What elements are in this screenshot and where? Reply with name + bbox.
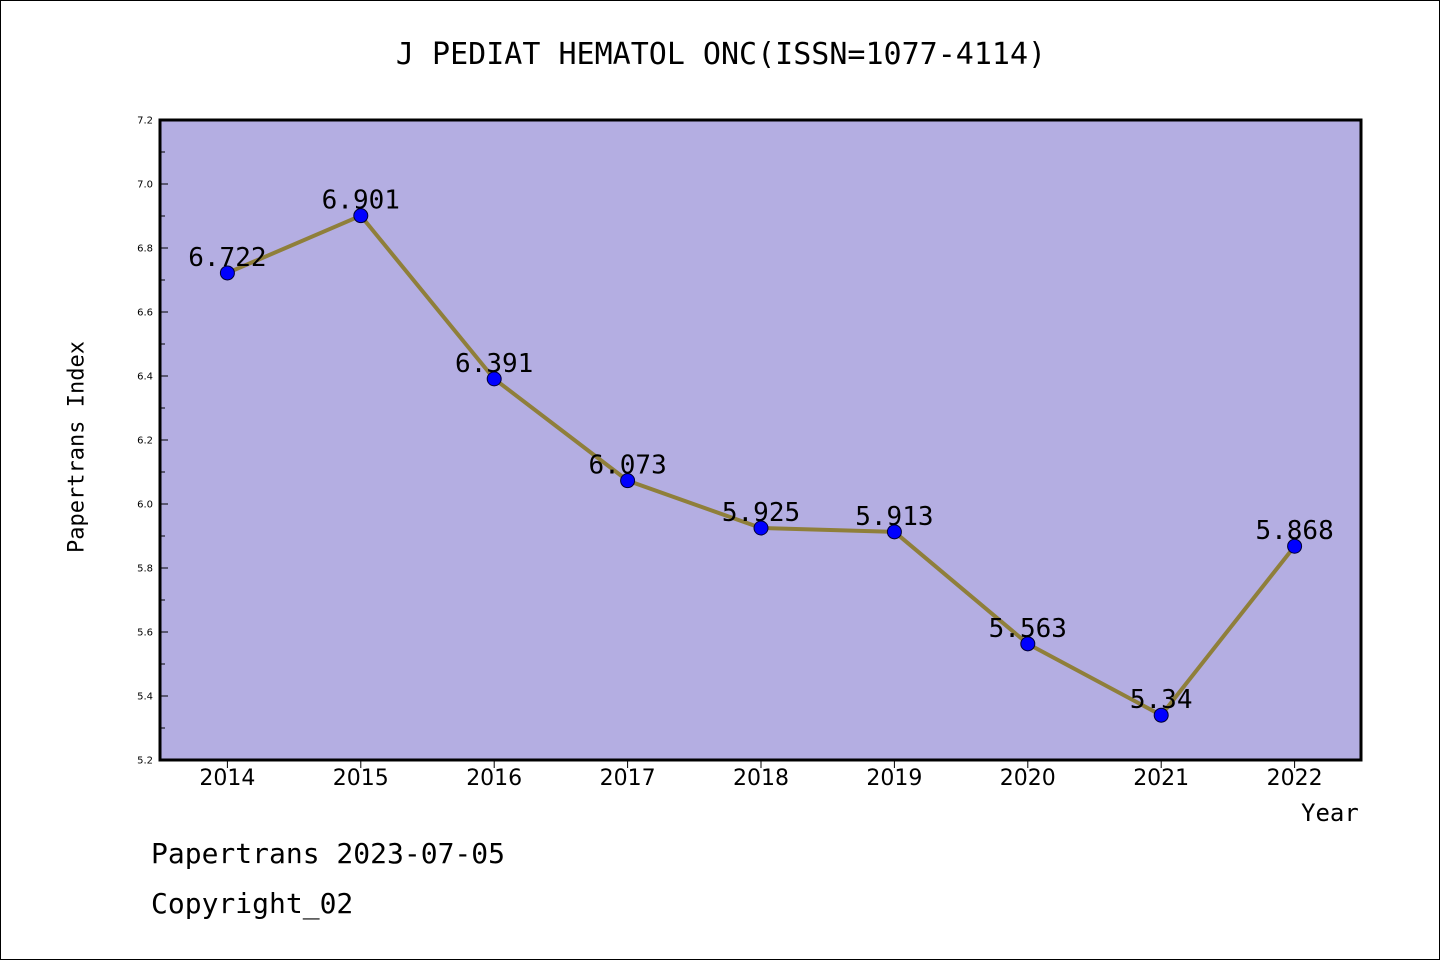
data-point [620,473,636,489]
data-label: 6.901 [322,186,400,216]
footer-source: Papertrans 2023-07-05 [151,837,506,870]
y-tick-label: 6.6 [137,308,153,319]
data-label: 6.722 [188,243,266,273]
x-tick-label: 2015 [333,766,389,791]
data-label: 5.925 [722,498,800,528]
y-tick-label: 7.2 [137,116,153,127]
y-tick-label: 6.4 [137,372,153,383]
y-tick-label: 6.0 [137,500,153,511]
y-tick-label: 5.2 [137,756,153,767]
x-axis-label: Year [1301,799,1359,827]
x-tick-label: 2017 [600,766,656,791]
data-point [353,208,369,224]
y-tick-label: 6.2 [137,436,153,447]
data-point [486,371,502,387]
data-label: 5.868 [1255,516,1333,546]
data-point [219,265,235,281]
data-point [1153,707,1169,723]
y-tick-label: 5.8 [137,564,153,575]
data-point [1020,636,1036,652]
x-tick-label: 2020 [1000,766,1056,791]
data-label: 6.391 [455,349,533,379]
chart-title: J PEDIAT HEMATOL ONC(ISSN=1077-4114) [395,37,1047,72]
data-point [753,520,769,536]
x-tick-label: 2021 [1133,766,1189,791]
data-label: 6.073 [588,451,666,481]
x-tick-label: 2018 [733,766,789,791]
x-tick-label: 2016 [466,766,522,791]
y-tick-label: 5.4 [137,692,153,703]
data-label: 5.34 [1130,685,1193,715]
data-label: 5.563 [989,614,1067,644]
footer-copyright: Copyright_02 [151,887,354,920]
data-point [886,524,902,540]
data-point [1287,538,1303,554]
x-tick-label: 2019 [866,766,922,791]
plot-area [158,118,1363,762]
y-tick-label: 6.8 [137,244,153,255]
x-tick-label: 2022 [1267,766,1323,791]
x-tick-label: 2014 [199,766,255,791]
y-tick-label: 7.0 [137,180,153,191]
y-tick-label: 5.6 [137,628,153,639]
data-label: 5.913 [855,502,933,532]
